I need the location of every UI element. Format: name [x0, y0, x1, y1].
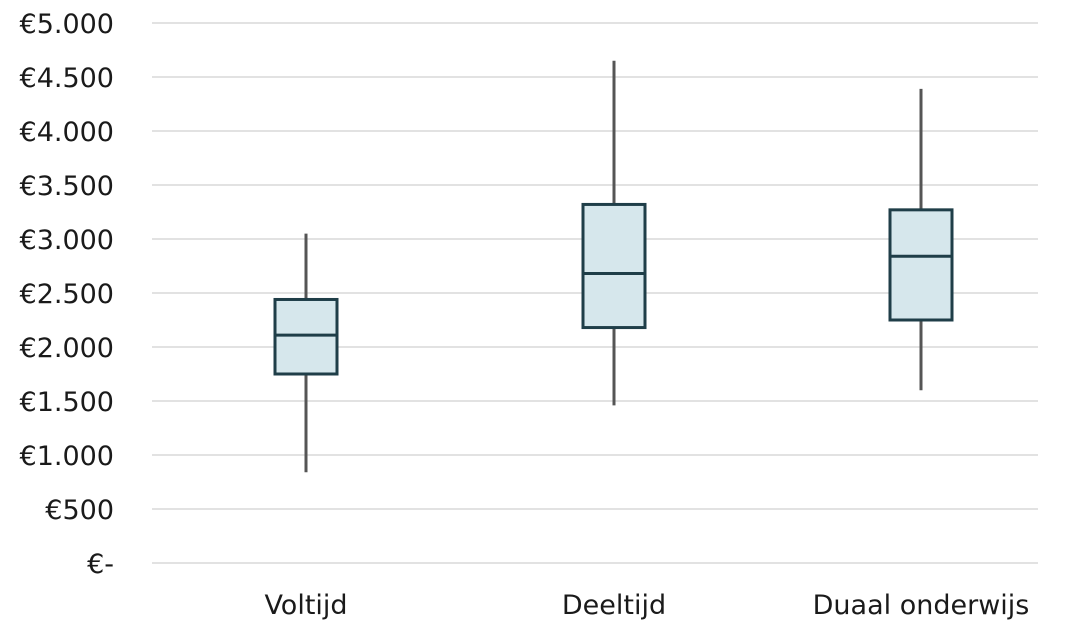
y-tick-label: €2.500 [20, 279, 114, 310]
y-tick-label: €1.500 [20, 387, 114, 418]
y-tick-label: €500 [45, 495, 114, 526]
x-axis-category-labels: Voltijd Deeltijd Duaal onderwijs [264, 590, 1029, 621]
iqr-box [888, 208, 954, 322]
box-plot-2 [581, 60, 647, 406]
y-tick-label: €4.000 [20, 117, 114, 148]
iqr-box [273, 297, 339, 376]
y-tick-label: €- [87, 549, 114, 580]
boxes [273, 60, 954, 473]
y-tick-label: €1.000 [20, 441, 114, 472]
y-tick-label: €5.000 [20, 9, 114, 40]
x-category-label: Voltijd [264, 590, 347, 621]
y-tick-label: €3.000 [20, 225, 114, 256]
y-tick-label: €2.000 [20, 333, 114, 364]
box-plot-3 [888, 88, 954, 391]
x-category-label: Duaal onderwijs [813, 590, 1030, 621]
y-tick-label: €3.500 [20, 171, 114, 202]
y-tick-label: €4.500 [20, 63, 114, 94]
x-category-label: Deeltijd [562, 590, 666, 621]
box-plot-1 [273, 233, 339, 473]
iqr-box [581, 202, 647, 330]
y-axis-tick-labels: €- €500 €1.000 €1.500 €2.000 €2.500 €3.000 €3.5… [20, 9, 114, 580]
